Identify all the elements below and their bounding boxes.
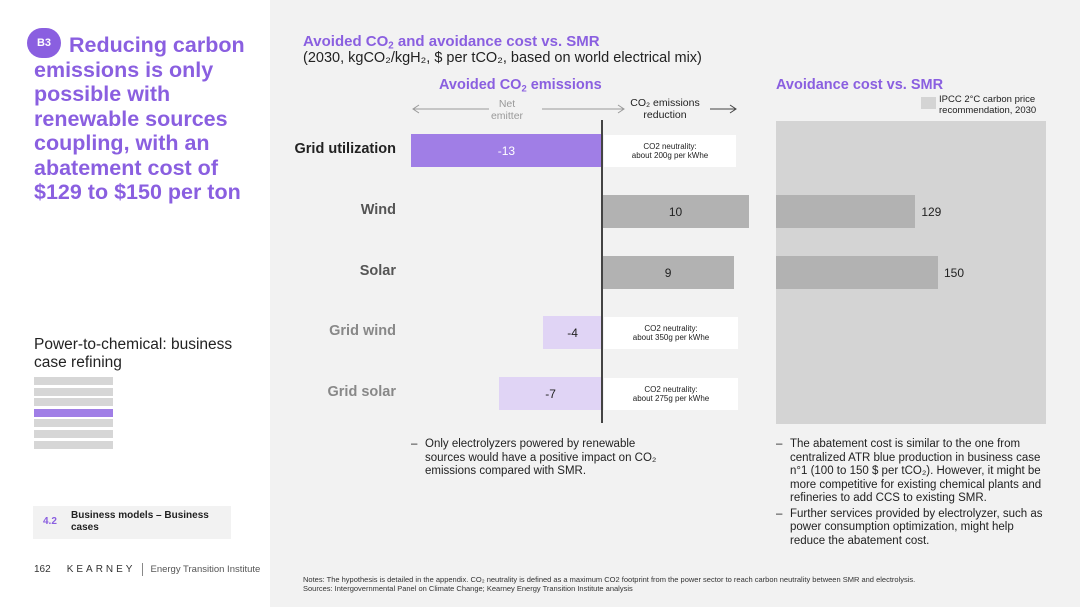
section-progress	[34, 377, 113, 451]
chapter-label: Business models – Business cases	[71, 510, 209, 533]
institute-name: Energy Transition Institute	[150, 564, 261, 575]
legend-swatch-ipcc	[921, 97, 936, 109]
bar-value-label: -13	[497, 143, 516, 158]
progress-step	[34, 429, 113, 438]
category-wind: Wind	[360, 202, 396, 218]
category-grid-utilization: Grid utilization	[294, 141, 397, 157]
bullet-item: Only electrolyzers powered by renewable …	[411, 438, 661, 479]
footnote-notes: Notes: The hypothesis is detailed in the…	[303, 575, 916, 584]
progress-step	[34, 387, 113, 396]
section-title: Power-to-chemical: business case refinin…	[34, 336, 233, 371]
neutrality-note-grid-solar: CO2 neutrality: about 275g per kWhe	[604, 378, 738, 410]
progress-step	[34, 440, 113, 449]
net-emitter-label: Net emitter	[490, 98, 524, 122]
category-solar: Solar	[359, 263, 396, 279]
footnotes: Notes: The hypothesis is detailed in the…	[303, 575, 915, 593]
category-grid-wind: Grid wind	[329, 323, 396, 339]
bar-value-label: -4	[567, 325, 578, 340]
avoidance-cost-commentary: The abatement cost is similar to the one…	[776, 438, 1046, 550]
bullet-item: Further services provided by electrolyze…	[776, 508, 1046, 549]
avoided-emissions-commentary: Only electrolyzers powered by renewable …	[411, 438, 661, 481]
avoided-emissions-heading: Avoided CO2 emissions	[439, 77, 602, 94]
progress-step	[34, 398, 113, 407]
sidebar: B3 Reducing carbon emissions is only pos…	[0, 0, 270, 607]
axis-arrow-left-icon	[412, 104, 489, 114]
category-grid-solar: Grid solar	[327, 384, 397, 400]
kearney-logo: KEARNEY	[66, 564, 136, 575]
section-badge: B3	[27, 28, 61, 58]
neutrality-note-grid-utilization: CO2 neutrality: about 200g per kWhe	[604, 135, 736, 167]
bullet-item: The abatement cost is similar to the one…	[776, 438, 1046, 506]
progress-step	[34, 377, 113, 385]
footnote-sources: Sources: Intergovernmental Panel on Clim…	[303, 584, 633, 593]
legend-label-ipcc: IPCC 2°C carbon price recommendation, 20…	[939, 94, 1037, 116]
bar-grid-solar: -7	[499, 377, 602, 410]
bar-grid-wind: -4	[543, 316, 602, 349]
neutrality-note-grid-wind: CO2 neutrality: about 350g per kWhe	[604, 317, 738, 349]
chart-title: Avoided CO2 and avoidance cost vs. SMR	[303, 33, 600, 52]
bar-value-label: -7	[545, 386, 556, 401]
chapter-number: 4.2	[43, 516, 57, 527]
chapter-chip: 4.2 Business models – Business cases	[33, 506, 231, 539]
page-number: 162	[34, 564, 51, 575]
headline: Reducing carbon emissions is only possib…	[34, 33, 245, 204]
progress-step-current	[34, 408, 113, 417]
bar-grid-utilization: -13	[410, 134, 602, 167]
avoidance-cost-heading: Avoidance cost vs. SMR	[776, 77, 944, 93]
zero-axis-line	[601, 120, 603, 423]
footer-divider	[142, 563, 144, 576]
cost-value-wind: 129	[921, 205, 942, 219]
axis-arrow-both-icon	[542, 104, 625, 114]
bar-value-label: 9	[664, 265, 672, 280]
cost-bar-solar	[776, 256, 938, 289]
cost-value-solar: 150	[944, 266, 965, 280]
bar-solar: 9	[602, 256, 735, 289]
emissions-reduction-label: CO₂ emissions reduction	[630, 97, 700, 121]
progress-step	[34, 419, 113, 428]
chart-subtitle: (2030, kgCO₂/kgH₂, $ per tCO₂, based on …	[303, 50, 702, 66]
axis-arrow-right-icon	[710, 104, 737, 114]
page-footer: 162 KEARNEY Energy Transition Institute	[34, 563, 260, 576]
bar-wind: 10	[602, 195, 749, 228]
cost-bar-wind	[776, 195, 916, 228]
bar-value-label: 10	[668, 204, 683, 219]
